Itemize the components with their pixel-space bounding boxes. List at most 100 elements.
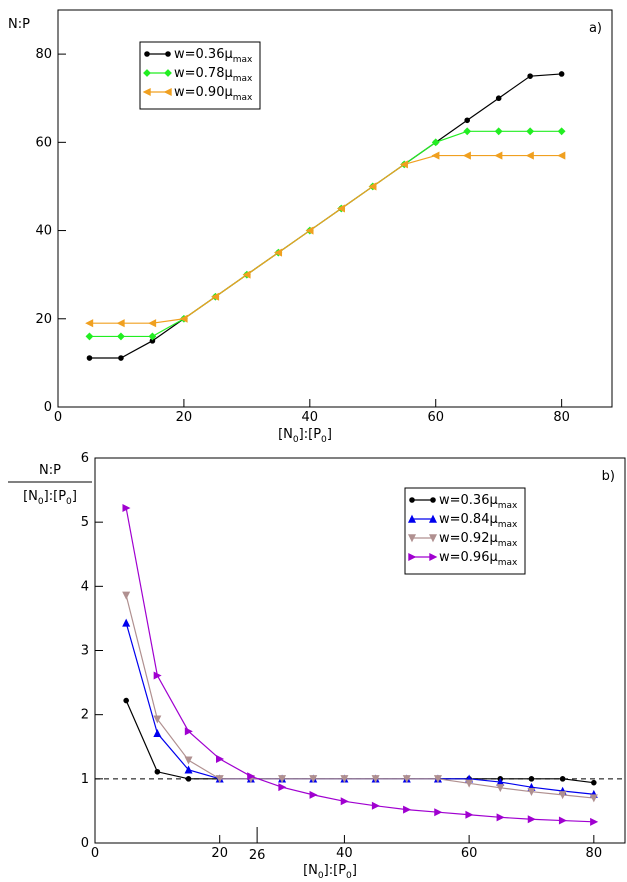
point [526,127,535,136]
legend-marker [407,534,417,543]
x-marker-label: 26 [249,848,266,863]
point [590,817,599,826]
point [558,816,567,825]
series-line [125,700,594,784]
series-line [89,73,562,359]
point [559,776,566,782]
point [371,801,380,810]
y-tick-label: 0 [44,400,52,415]
y-tick-label: 5 [81,515,89,530]
point [340,775,349,784]
point [371,775,380,784]
legend-markers [407,534,438,543]
point [496,813,505,822]
point [336,204,345,213]
point [465,810,474,819]
legend-label: w=0.36μmax [439,493,518,511]
x-tick-label: 0 [54,410,62,425]
point [215,775,224,784]
series-line [89,130,562,338]
legend-markers [408,552,438,562]
point [122,591,131,600]
point [463,127,472,136]
legend-marker [428,534,438,543]
x-tick-label: 0 [91,846,99,861]
series-line [125,622,594,795]
legend-markers [144,51,171,57]
point [216,754,225,763]
legend-box [404,487,526,575]
point [558,71,565,77]
x-axis-label: [N0]:[P0] [278,427,332,445]
point [433,775,442,784]
legend-label: w=0.90μmax [174,85,253,103]
legend-marker [143,69,151,77]
legend-markers [409,497,436,503]
point [465,779,474,788]
point [309,775,318,784]
series-line [125,507,594,823]
y-tick-label: 60 [35,135,52,150]
point [123,697,129,704]
point [247,772,256,781]
legend-marker [142,87,151,97]
point [525,151,534,160]
point [589,794,598,803]
point [211,292,220,301]
point [399,160,408,169]
legend-label: w=0.92μmax [439,531,518,549]
point [148,332,157,341]
point [278,783,287,792]
point [274,248,283,257]
point [117,332,125,341]
legend-markers [407,514,438,523]
point [557,151,566,160]
legend-label: w=0.36μmax [174,47,253,65]
x-tick-label: 20 [176,410,193,425]
x-tick-label: 60 [427,410,444,425]
x-axis-label: [N0]:[P0] [303,863,357,881]
point [278,775,287,784]
point [527,815,536,824]
point [527,73,533,79]
legend-box [139,41,261,110]
point [184,756,193,765]
legend-marker [430,497,436,503]
point [184,727,193,736]
y-tick-label: 6 [81,451,89,466]
legend-marker [164,69,172,77]
x-tick-label: 60 [461,846,478,861]
panel-label: b) [602,469,615,484]
legend-marker [428,514,438,523]
point [85,319,94,328]
point [185,776,192,782]
point [309,790,318,799]
point [154,768,161,775]
plot-frame [57,9,613,408]
point [116,319,125,328]
y-axis-label: N:P [8,17,30,32]
y-axis-label-numerator: N:P [39,463,61,478]
point [464,117,471,124]
point [527,787,536,796]
point [591,779,597,786]
y-tick-label: 4 [81,579,89,594]
point [86,355,93,361]
legend-marker [144,51,150,57]
y-tick-label: 40 [35,223,52,238]
point [340,797,349,806]
point [431,151,440,160]
point [495,95,502,102]
plot-frame [94,457,626,844]
y-tick-label: 2 [81,707,89,722]
legend-markers [142,87,172,97]
point [431,138,440,147]
y-tick-label: 0 [81,836,89,851]
point [122,504,131,513]
point [305,226,314,235]
legend-marker [163,87,172,97]
y-tick-label: 3 [81,643,89,658]
legend-label: w=0.78μmax [174,66,253,84]
series-line [125,595,594,799]
y-tick-label: 1 [81,771,89,786]
